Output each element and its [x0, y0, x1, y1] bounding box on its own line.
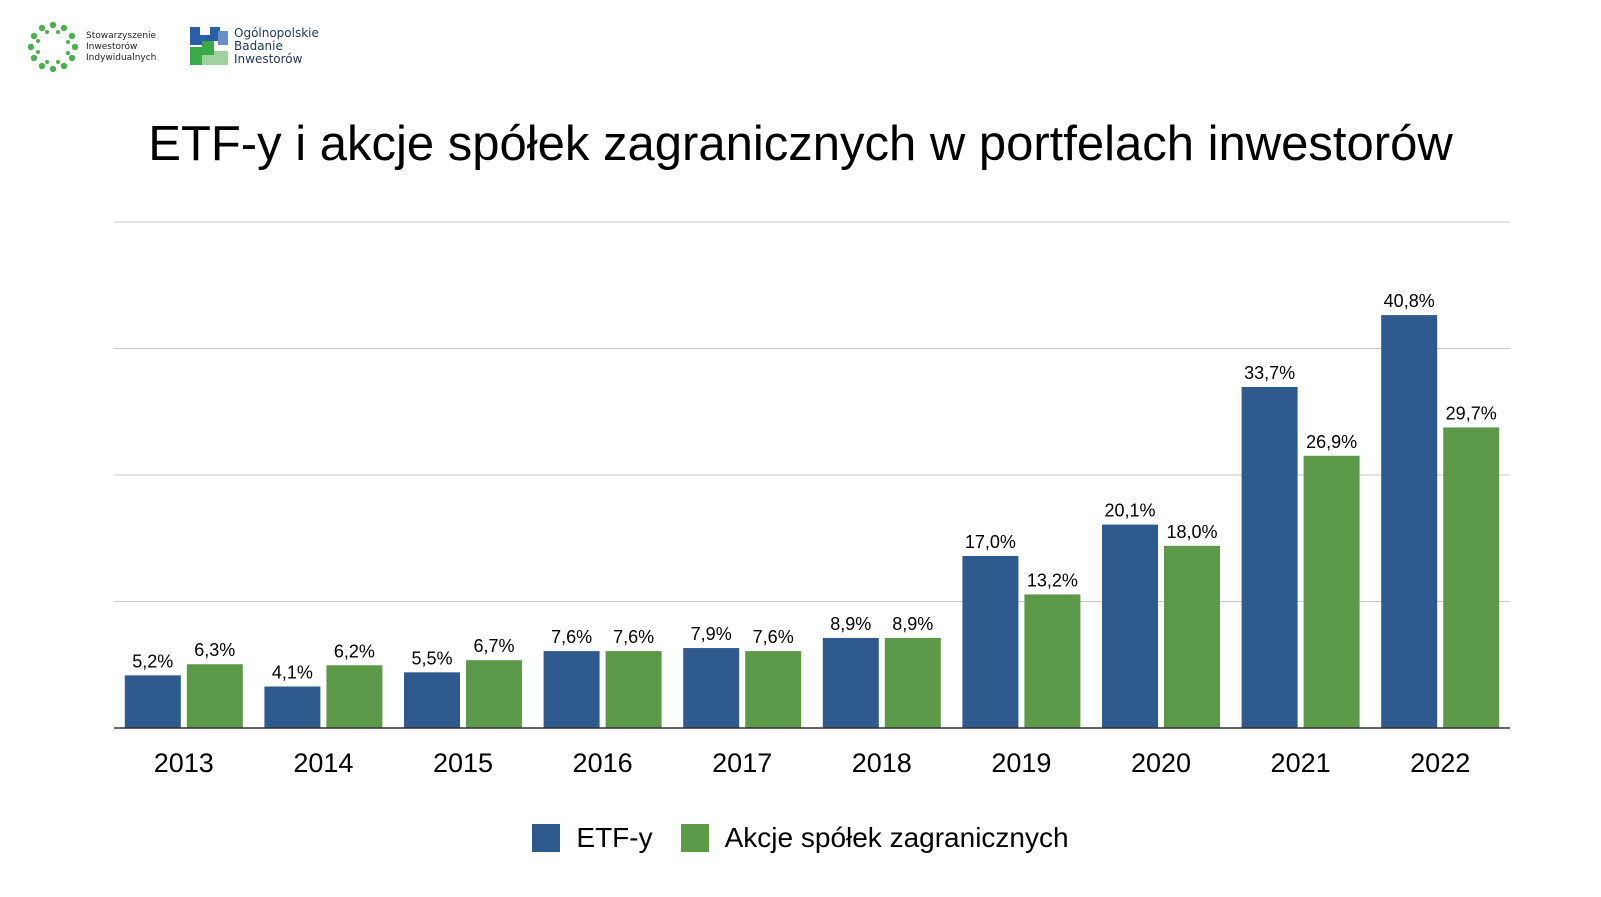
x-tick-label: 2019	[991, 748, 1051, 778]
data-label-foreign-stocks: 26,9%	[1306, 432, 1357, 452]
data-label-foreign-stocks: 7,6%	[753, 627, 794, 647]
x-tick-label: 2017	[712, 748, 772, 778]
data-label-etf: 5,2%	[132, 651, 173, 671]
obi-logo-line-3: Inwestorów	[234, 52, 303, 66]
bar-etf	[264, 686, 321, 728]
obi-logo: Ogólnopolskie Badanie Inwestorów	[190, 27, 319, 67]
bar-etf	[822, 637, 879, 728]
bar-foreign-stocks	[1024, 594, 1081, 728]
data-label-etf: 7,6%	[551, 627, 592, 647]
data-label-foreign-stocks: 13,2%	[1027, 570, 1078, 590]
sii-logo-line-3: Indywidualnych	[86, 52, 157, 63]
data-label-foreign-stocks: 18,0%	[1166, 522, 1217, 542]
bar-foreign-stocks	[605, 651, 662, 728]
bar-etf	[404, 672, 460, 728]
x-axis: 2013 2014 2015 2016 2017 2018 2019 2020 2021 2022	[114, 727, 1510, 778]
x-tick-label: 2020	[1131, 748, 1191, 778]
legend-item-foreign-stocks: Akcje spółek zagranicznych	[680, 822, 1069, 854]
data-label-foreign-stocks: 6,7%	[473, 636, 514, 656]
chart-title: ETF-y i akcje spółek zagranicznych w por…	[148, 117, 1453, 171]
data-label-etf: 20,1%	[1104, 501, 1155, 521]
legend: ETF-y Akcje spółek zagranicznych	[0, 822, 1601, 854]
sii-logo-line-2: Inwestorów	[86, 41, 138, 52]
data-label-foreign-stocks: 29,7%	[1446, 403, 1497, 423]
data-label-foreign-stocks: 8,9%	[892, 614, 933, 634]
legend-label-foreign-stocks: Akcje spółek zagranicznych	[724, 822, 1069, 853]
legend-swatch-foreign-stocks	[680, 824, 709, 852]
data-label-etf: 7,9%	[691, 624, 732, 644]
x-tick-label: 2021	[1271, 748, 1331, 778]
data-label-etf: 40,8%	[1384, 291, 1435, 311]
bar-etf	[1241, 386, 1298, 728]
data-label-foreign-stocks: 6,3%	[194, 640, 235, 660]
bar-etf	[683, 648, 740, 728]
bar-etf	[1102, 524, 1158, 728]
sii-logo-icon	[27, 21, 79, 73]
data-labels: 5,2% 6,3% 4,1% 6,2% 5,5% 6,7% 7,6% 7,6% 7,9% 7,6%…	[132, 291, 1496, 682]
bar-etf	[1381, 315, 1438, 728]
x-tick-label: 2016	[573, 748, 633, 778]
legend-item-etf: ETF-y	[532, 822, 653, 854]
data-label-etf: 5,5%	[411, 648, 452, 668]
data-label-foreign-stocks: 6,2%	[334, 641, 375, 661]
bar-foreign-stocks	[466, 660, 522, 728]
bar-foreign-stocks	[186, 664, 243, 728]
legend-swatch-etf	[532, 824, 561, 852]
bar-etf	[543, 651, 600, 728]
data-label-foreign-stocks: 7,6%	[613, 627, 654, 647]
x-tick-label: 2013	[154, 748, 214, 778]
bar-foreign-stocks	[1303, 455, 1360, 728]
data-label-etf: 33,7%	[1244, 363, 1295, 383]
x-tick-label: 2014	[293, 748, 353, 778]
x-tick-label: 2018	[852, 748, 912, 778]
obi-logo-line-1: Ogólnopolskie	[234, 26, 319, 40]
sii-logo-line-1: Stowarzyszenie	[86, 30, 157, 41]
x-tick-label: 2022	[1410, 748, 1470, 778]
legend-label-etf: ETF-y	[576, 822, 653, 853]
bars	[124, 315, 1500, 728]
data-label-etf: 4,1%	[272, 663, 313, 683]
bar-foreign-stocks	[884, 637, 941, 728]
bar-foreign-stocks	[1164, 545, 1220, 728]
sii-logo: Stowarzyszenie Inwestorów Indywidualnych	[26, 20, 156, 74]
data-label-etf: 8,9%	[830, 614, 871, 634]
bar-etf	[124, 675, 181, 728]
data-label-etf: 17,0%	[965, 532, 1016, 552]
x-tick-label: 2015	[433, 748, 493, 778]
gridlines	[114, 221, 1510, 602]
bar-etf	[962, 555, 1019, 728]
bar-foreign-stocks	[326, 665, 383, 728]
obi-logo-icon	[190, 27, 228, 65]
bar-foreign-stocks	[1443, 427, 1500, 728]
obi-logo-line-2: Badanie	[234, 39, 283, 53]
bar-foreign-stocks	[745, 651, 802, 728]
